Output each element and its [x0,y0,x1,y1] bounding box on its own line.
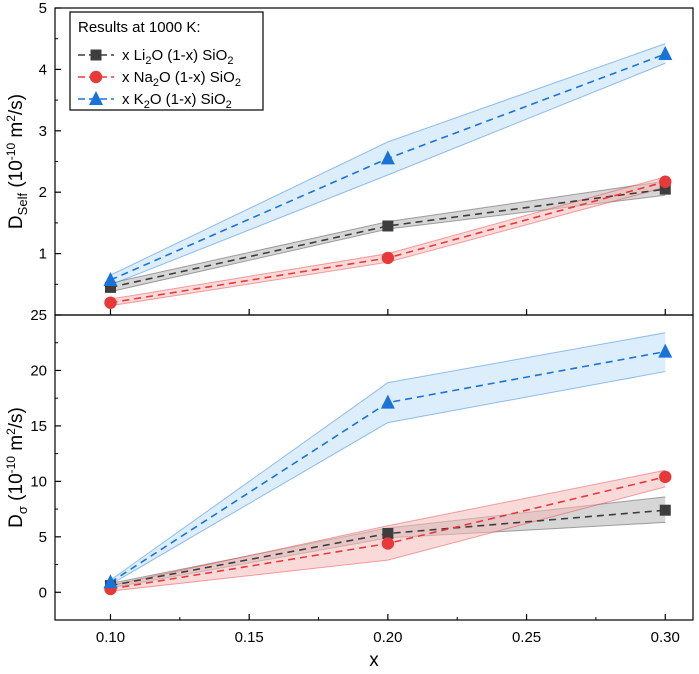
bottom-ylabel-main: D [6,514,27,528]
top-K2O-point-0 [103,272,118,287]
bottom-Na2O-point-2 [659,470,672,484]
legend-marker-Li2O [90,49,102,61]
bottom-ytick-label-2: 10 [30,473,47,490]
bottom-ylabel-sub: σ [15,506,30,514]
axis-ticks [55,7,666,620]
top-K2O-band-upper [110,43,666,276]
top-ytick-label-2: 3 [39,123,47,140]
bottom-ylabel: Dσ (10-10 m2/s) [4,407,30,528]
bottom-Na2O-point-1 [381,537,395,550]
bottom-ytick-label-1: 5 [39,529,47,546]
legend-label-Li2O: x Li2O (1-x) SiO2 [122,47,233,67]
bottom-ylabel-unit-exp: 2 [4,428,18,435]
bottom-Na2O-band-lower [110,486,666,592]
top-Na2O-band [110,176,666,306]
bottom-Li2O-point-2 [659,504,671,516]
bottom-ylabel-close: /s) [6,407,27,428]
bottom-K2O-point-1 [380,394,395,409]
xtick-label-2: 0.20 [373,629,402,646]
top-Na2O-point-0 [104,296,117,309]
bottom-ylabel-open: (10 [6,473,27,506]
bottom-ytick-label-3: 15 [30,418,47,435]
top-K2O-point-1 [380,150,395,165]
top-ylabel: DSelf (10-10 m2/s) [4,94,30,229]
bottom-ytick-label-4: 20 [30,362,47,379]
bottom-ylabel-exp: -10 [4,456,18,474]
top-ytick-label-3: 4 [39,61,47,78]
top-Li2O-line [110,188,666,289]
top-Li2O-point-1 [382,220,394,232]
top-ylabel-main: D [6,215,27,229]
legend-title: Results at 1000 K: [78,19,201,36]
top-ylabel-unit-exp: 2 [4,115,18,122]
top-ytick-label-0: 1 [39,246,47,263]
top-ytick-label-1: 2 [39,184,47,201]
top-ytick-label-4: 5 [39,0,47,17]
top-Li2O-band [110,181,666,292]
top-K2O-band-lower [110,62,666,286]
top-ylabel-unit: m [6,122,27,143]
top-K2O-point-2 [658,46,673,61]
top-ylabel-sub: Self [15,193,30,216]
legend-marker-Na2O [89,70,103,84]
bottom-ylabel-unit: m [6,435,27,456]
bottom-plot-frame [54,314,694,621]
xlabel: x [369,650,379,671]
bottom-K2O-point-0 [103,574,118,589]
bottom-Li2O-point-1 [382,527,394,539]
top-ylabel-close: /s) [6,94,27,115]
top-ylabel-open: (10 [6,160,27,193]
top-ylabel-exp: -10 [4,143,18,161]
legend-marker-K2O [89,91,103,105]
bottom-K2O-band [110,332,666,585]
bottom-K2O-point-2 [658,343,673,358]
legend-label-Na2O: x Na2O (1-x) SiO2 [122,69,241,89]
top-Li2O-point-0 [104,281,116,293]
series-markers [103,46,673,596]
top-Li2O-point-2 [659,183,671,195]
xtick-label-1: 0.15 [235,629,264,646]
bottom-ytick-label-0: 0 [39,584,47,601]
bottom-Na2O-band-upper [110,469,666,587]
bottom-K2O-band-upper [110,332,666,581]
xtick-label-0: 0.10 [96,629,125,646]
bottom-ytick-label-5: 25 [30,307,47,324]
top-Na2O-point-2 [659,175,672,188]
xtick-label-4: 0.30 [651,629,680,646]
top-Na2O-point-1 [381,251,395,265]
bottom-K2O-band-lower [110,371,666,585]
xtick-label-3: 0.25 [512,629,541,646]
legend-box [69,11,264,111]
legend-label-K2O: x K2O (1-x) SiO2 [122,91,232,111]
